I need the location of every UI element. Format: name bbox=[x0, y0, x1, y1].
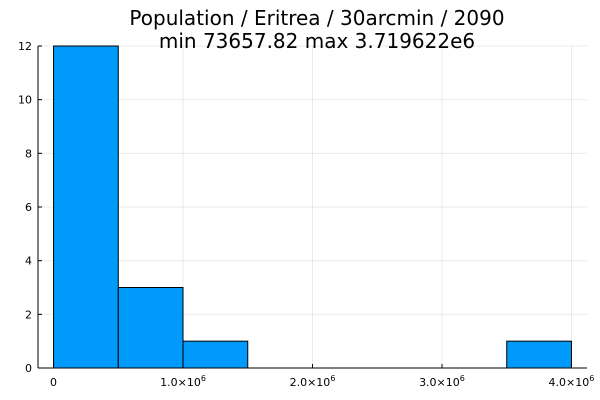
y-tick-label: 2 bbox=[25, 308, 32, 321]
histogram-bar bbox=[182, 340, 249, 369]
histogram-bar bbox=[53, 45, 119, 369]
chart-title: Population / Eritrea / 30arcmin / 2090 bbox=[129, 6, 504, 30]
x-tick-label: 2.0×106 bbox=[290, 374, 336, 389]
x-tick-labels: 0 1.0×106 2.0×106 3.0×106 4.0×106 bbox=[50, 374, 594, 389]
y-tick-label: 0 bbox=[25, 362, 32, 375]
x-tick-label: 0 bbox=[50, 376, 57, 389]
y-tick-label: 12 bbox=[18, 40, 32, 53]
histogram-bars bbox=[53, 45, 572, 369]
y-tick-label: 6 bbox=[25, 201, 32, 214]
y-tick-label: 10 bbox=[18, 94, 32, 107]
x-tick-label: 3.0×106 bbox=[419, 374, 465, 389]
chart-subtitle: min 73657.82 max 3.719622e6 bbox=[159, 29, 475, 53]
histogram-bar bbox=[117, 287, 184, 369]
y-tick-label: 8 bbox=[25, 147, 32, 160]
histogram-bar bbox=[506, 340, 572, 369]
grid-lines bbox=[38, 45, 587, 368]
x-tick-label: 1.0×106 bbox=[160, 374, 206, 389]
axes bbox=[37, 45, 587, 369]
x-tick-label: 4.0×106 bbox=[549, 374, 595, 389]
y-tick-labels: 0 2 4 6 8 10 12 bbox=[18, 40, 32, 375]
y-tick-label: 4 bbox=[25, 255, 32, 268]
